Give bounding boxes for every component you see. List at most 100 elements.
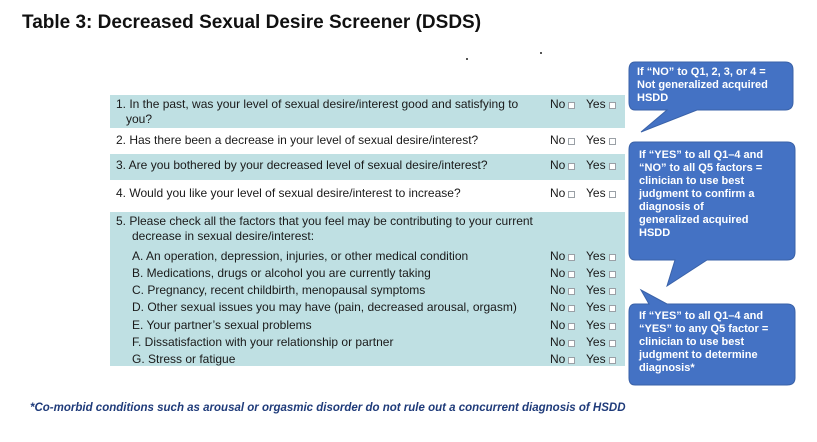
checkbox-icon[interactable] — [568, 138, 576, 145]
question-line: 5. Please check all the factors that you… — [116, 214, 533, 228]
yes-label: Yes — [586, 352, 606, 366]
yes-option[interactable]: Yes — [586, 300, 616, 315]
yes-label: Yes — [586, 283, 606, 297]
no-option[interactable]: No — [550, 283, 576, 298]
callout-line: clinician to use best — [639, 336, 745, 348]
checkbox-icon[interactable] — [608, 191, 616, 198]
yes-option[interactable]: Yes — [586, 133, 616, 148]
no-label: No — [550, 249, 566, 263]
callout-line: HSDD — [637, 92, 669, 104]
factor-label: A. An operation, depression, injuries, o… — [132, 249, 469, 263]
checkbox-icon[interactable] — [608, 271, 616, 278]
yes-option[interactable]: Yes — [586, 158, 616, 173]
callout-line: judgment to determine — [639, 349, 758, 361]
screener-table: 1. In the past, was your level of sexual… — [110, 95, 625, 366]
callout-text: If “YES” to all Q1–4 and “YES” to any Q5… — [639, 310, 768, 375]
no-option[interactable]: No — [550, 266, 576, 281]
callout-bubble-shape — [628, 288, 796, 386]
question-text: 5. Please check all the factors that you… — [116, 214, 546, 244]
factor-label: C. Pregnancy, recent childbirth, menopau… — [132, 283, 426, 297]
yes-option[interactable]: Yes — [586, 186, 616, 201]
question-row-3: 3. Are you bothered by your decreased le… — [110, 154, 625, 180]
question-text: 2. Has there been a decrease in your lev… — [116, 133, 479, 147]
question-text: 3. Are you bothered by your decreased le… — [116, 158, 488, 172]
checkbox-icon[interactable] — [568, 288, 576, 295]
yes-option[interactable]: Yes — [586, 352, 616, 367]
no-option[interactable]: No — [550, 335, 576, 350]
no-option[interactable]: No — [550, 352, 576, 367]
callout-line: Not generalized acquired — [637, 79, 768, 91]
no-label: No — [550, 186, 566, 200]
yes-label: Yes — [586, 249, 606, 263]
callout-not-hsdd: If “NO” to Q1, 2, 3, or 4 = Not generali… — [627, 60, 799, 135]
no-option[interactable]: No — [550, 249, 576, 264]
checkbox-icon[interactable] — [568, 271, 576, 278]
no-option[interactable]: No — [550, 186, 576, 201]
yes-label: Yes — [586, 300, 606, 314]
no-label: No — [550, 318, 566, 332]
checkbox-icon[interactable] — [568, 102, 576, 109]
yes-option[interactable]: Yes — [586, 266, 616, 281]
factor-label: D. Other sexual issues you may have (pai… — [132, 300, 517, 314]
yes-label: Yes — [586, 266, 606, 280]
callout-line: generalized acquired — [639, 214, 749, 226]
yes-option[interactable]: Yes — [586, 97, 616, 112]
checkbox-icon[interactable] — [608, 102, 616, 109]
question-text: 1. In the past, was your level of sexual… — [116, 97, 546, 127]
callout-bubble-shape — [628, 141, 796, 288]
checkbox-icon[interactable] — [568, 323, 576, 330]
no-option[interactable]: No — [550, 158, 576, 173]
no-label: No — [550, 97, 566, 111]
checkbox-icon[interactable] — [568, 340, 576, 347]
checkbox-icon[interactable] — [568, 305, 576, 312]
no-option[interactable]: No — [550, 300, 576, 315]
checkbox-icon[interactable] — [568, 191, 576, 198]
no-label: No — [550, 133, 566, 147]
callout-line: clinician to use best — [639, 175, 745, 187]
no-label: No — [550, 283, 566, 297]
callout-text: If “YES” to all Q1–4 and “NO” to all Q5 … — [639, 149, 763, 240]
checkbox-icon[interactable] — [608, 340, 616, 347]
yes-option[interactable]: Yes — [586, 335, 616, 350]
question-row-2: 2. Has there been a decrease in your lev… — [110, 128, 625, 154]
question-line: you? — [126, 112, 153, 126]
callout-line: If “NO” to Q1, 2, 3, or 4 = — [637, 66, 766, 78]
question-line: 1. In the past, was your level of sexual… — [116, 97, 519, 111]
checkbox-icon[interactable] — [608, 163, 616, 170]
yes-label: Yes — [586, 335, 606, 349]
yes-label: Yes — [586, 158, 606, 172]
checkbox-icon[interactable] — [568, 254, 576, 261]
table-title: Table 3: Decreased Sexual Desire Screene… — [22, 12, 482, 33]
checkbox-icon[interactable] — [608, 254, 616, 261]
checkbox-icon[interactable] — [608, 357, 616, 364]
callout-generalized-hsdd: If “YES” to all Q1–4 and “NO” to all Q5 … — [627, 140, 799, 290]
checkbox-icon[interactable] — [568, 163, 576, 170]
yes-label: Yes — [586, 97, 606, 111]
question-row-4: 4. Would you like your level of sexual d… — [110, 180, 625, 212]
no-label: No — [550, 300, 566, 314]
yes-option[interactable]: Yes — [586, 283, 616, 298]
checkbox-icon[interactable] — [608, 323, 616, 330]
footnote: *Co-morbid conditions such as arousal or… — [30, 402, 626, 414]
question-text: 4. Would you like your level of sexual d… — [116, 186, 461, 200]
yes-option[interactable]: Yes — [586, 249, 616, 264]
no-option[interactable]: No — [550, 97, 576, 112]
callout-line: If “YES” to all Q1–4 and — [639, 310, 764, 322]
factor-label: F. Dissatisfaction with your relationshi… — [132, 335, 394, 349]
yes-option[interactable]: Yes — [586, 318, 616, 333]
checkbox-icon[interactable] — [608, 305, 616, 312]
callout-line: If “YES” to all Q1–4 and — [639, 149, 764, 161]
checkbox-icon[interactable] — [608, 138, 616, 145]
stray-mark — [466, 58, 468, 60]
checkbox-icon[interactable] — [568, 357, 576, 364]
no-option[interactable]: No — [550, 133, 576, 148]
checkbox-icon[interactable] — [608, 288, 616, 295]
callout-line: diagnosis* — [639, 362, 695, 374]
callout-line: “YES” to any Q5 factor = — [639, 323, 769, 335]
factor-label: E. Your partner’s sexual problems — [132, 318, 312, 332]
yes-label: Yes — [586, 186, 606, 200]
callout-line: HSDD — [639, 227, 671, 239]
no-label: No — [550, 352, 566, 366]
no-label: No — [550, 335, 566, 349]
no-option[interactable]: No — [550, 318, 576, 333]
